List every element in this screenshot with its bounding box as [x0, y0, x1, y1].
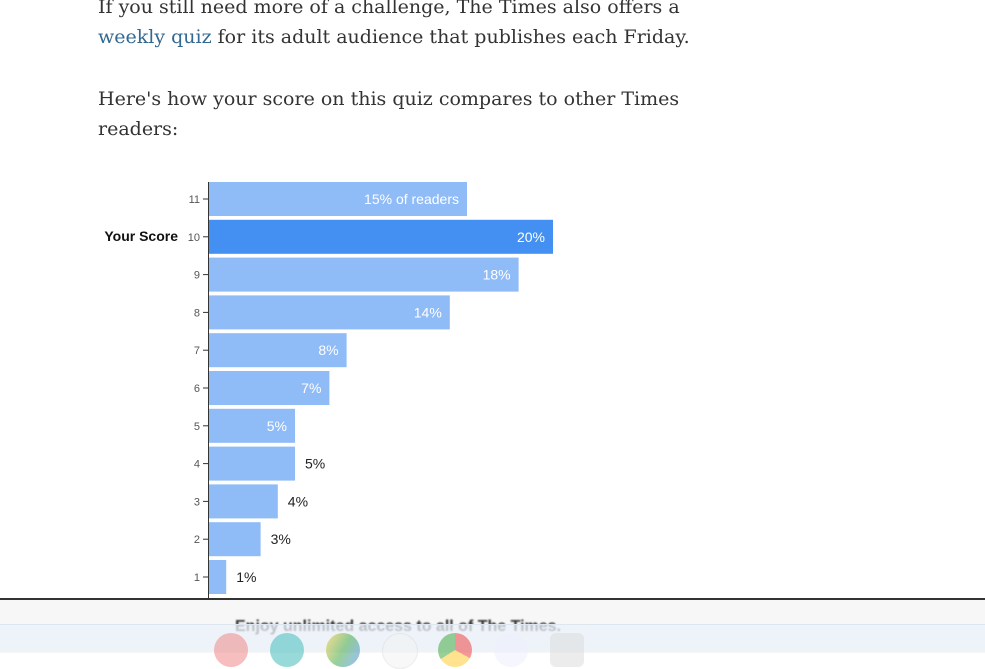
data-label-8: 14%: [414, 304, 442, 320]
classroom-icon[interactable]: [270, 633, 304, 667]
data-label-11: 15% of readers: [364, 191, 459, 207]
data-label-1: 1%: [236, 569, 256, 585]
para-text-rest: for its adult audience that publishes ea…: [211, 26, 690, 48]
tick-label-9: 9: [194, 270, 200, 282]
data-label-9: 18%: [483, 267, 511, 283]
your-score-label: Your Score: [104, 228, 178, 244]
bar-2: [209, 522, 261, 557]
data-label-7: 8%: [318, 342, 338, 358]
para-text: If you still need more of a challenge, T…: [98, 0, 680, 18]
intro-paragraph: If you still need more of a challenge, T…: [98, 0, 708, 52]
tick-label-3: 3: [194, 496, 200, 508]
play-store-icon[interactable]: [494, 633, 528, 667]
data-label-10: 20%: [517, 229, 545, 245]
tick-label-5: 5: [194, 421, 200, 433]
data-label-6: 7%: [301, 380, 321, 396]
bar-10: [209, 219, 553, 254]
bar-8: [209, 295, 450, 330]
data-label-4: 5%: [305, 456, 325, 472]
bar-4: [209, 446, 295, 481]
tick-label-11: 11: [189, 194, 200, 206]
tick-label-7: 7: [194, 345, 200, 357]
apps-icon[interactable]: [550, 633, 584, 667]
tick-label-1: 1: [194, 572, 200, 584]
pdf-icon[interactable]: [382, 633, 418, 669]
drive-icon[interactable]: [326, 633, 360, 667]
bar-1: [209, 560, 227, 594]
paint-icon[interactable]: [214, 633, 248, 667]
tick-label-8: 8: [194, 307, 200, 319]
bar-3: [209, 484, 278, 519]
data-label-3: 4%: [288, 493, 308, 509]
tick-label-10: 10: [188, 232, 200, 244]
tick-label-6: 6: [194, 383, 200, 395]
data-label-5: 5%: [267, 418, 287, 434]
bar-6: [209, 371, 330, 405]
tick-label-2: 2: [194, 534, 200, 546]
tick-label-4: 4: [194, 459, 200, 471]
bar-9: [209, 257, 519, 292]
bar-5: [209, 408, 295, 443]
bar-11: [209, 182, 467, 216]
bar-7: [209, 333, 347, 368]
chrome-icon[interactable]: [438, 633, 472, 667]
data-label-2: 3%: [271, 531, 291, 547]
app-dock: [0, 624, 985, 669]
weekly-quiz-link[interactable]: weekly quiz: [98, 26, 212, 48]
score-intro: Here's how your score on this quiz compa…: [98, 88, 680, 140]
